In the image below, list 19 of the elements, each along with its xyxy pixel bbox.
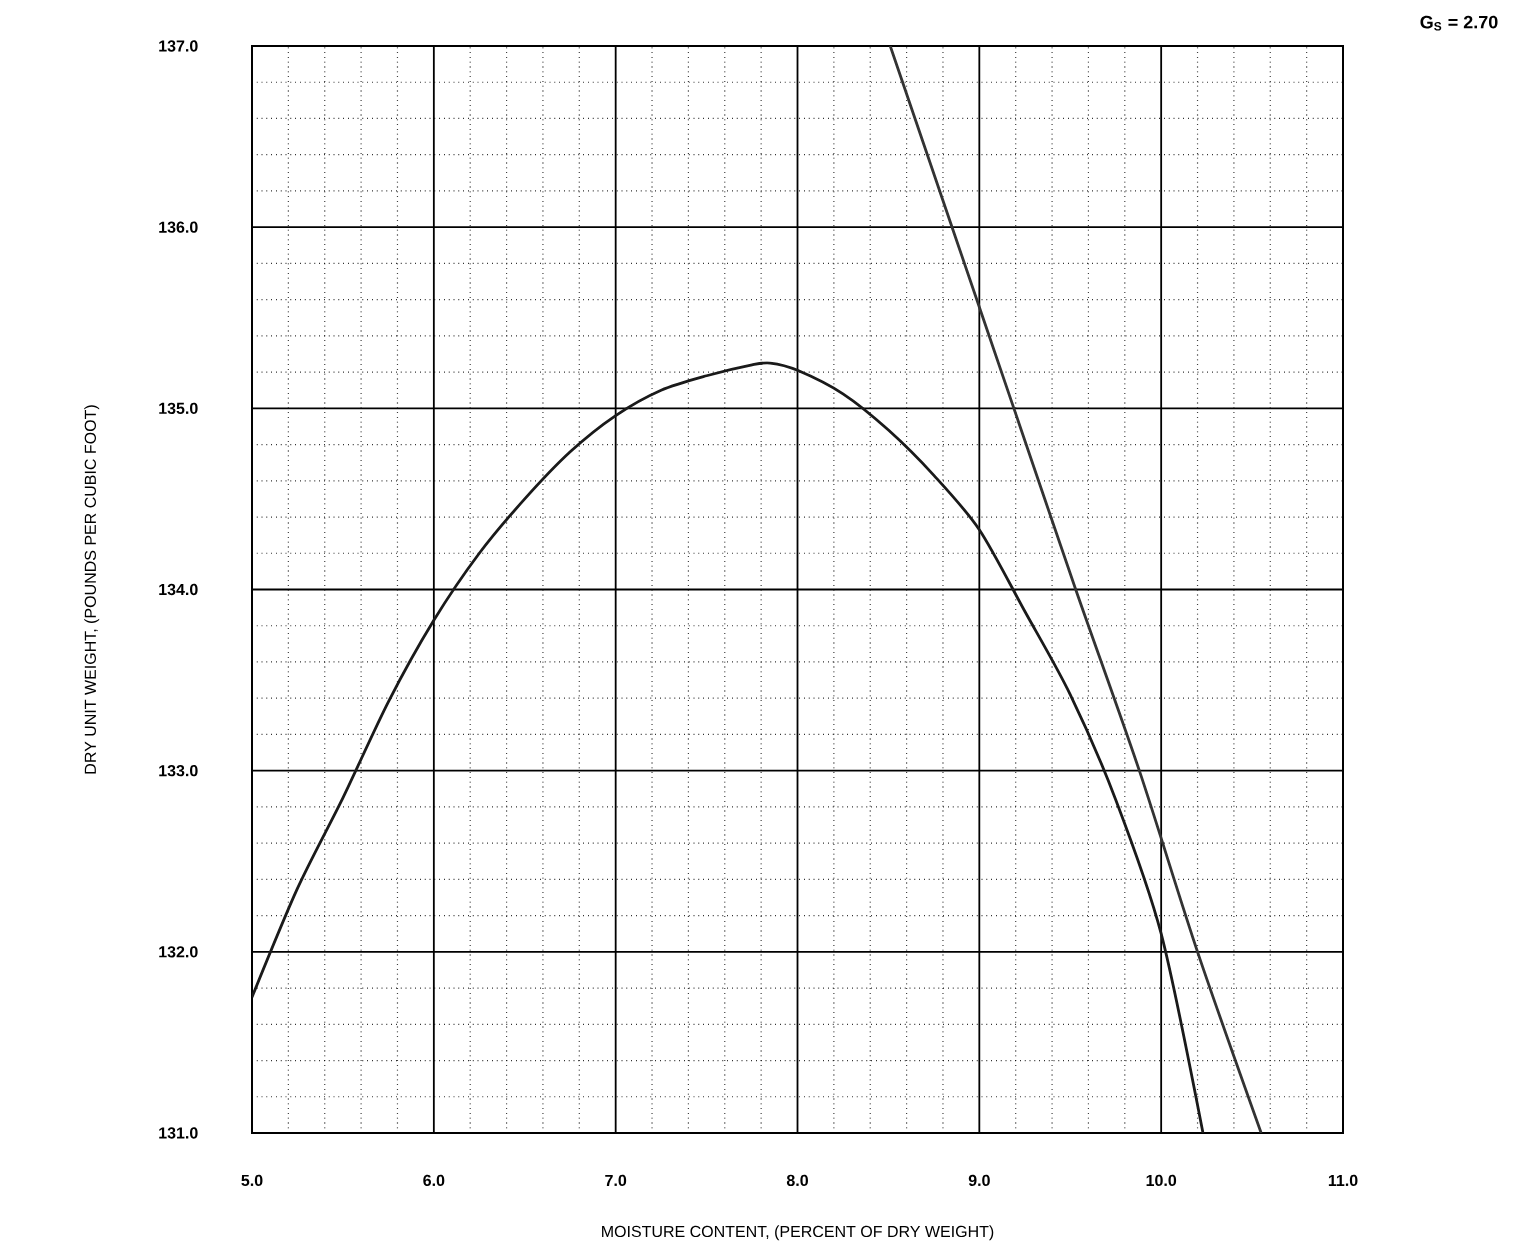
y-tick-label: 131.0 bbox=[159, 1127, 198, 1139]
x-tick-label: 8.0 bbox=[786, 1174, 808, 1187]
x-tick-label: 10.0 bbox=[1146, 1174, 1177, 1187]
y-axis-title: DRY UNIT WEIGHT, (POUNDS PER CUBIC FOOT) bbox=[84, 405, 100, 774]
x-axis-title: MOISTURE CONTENT, (PERCENT OF DRY WEIGHT) bbox=[602, 1225, 994, 1241]
y-tick-label: 137.0 bbox=[159, 40, 198, 52]
y-tick-label: 132.0 bbox=[159, 946, 198, 958]
y-tick-label: 136.0 bbox=[159, 221, 198, 233]
x-tick-label: 11.0 bbox=[1328, 1174, 1358, 1187]
y-tick-label: 134.0 bbox=[159, 583, 198, 596]
x-tick-label: 5.0 bbox=[241, 1174, 263, 1187]
x-tick-label: 9.0 bbox=[968, 1174, 990, 1187]
y-tick-label: 135.0 bbox=[159, 402, 198, 415]
line-series bbox=[252, 361, 1205, 1133]
x-tick-label: 6.0 bbox=[423, 1174, 445, 1187]
text: G$_{S}$ = 2.70 bbox=[1420, 15, 1498, 31]
x-tick-label: 7.0 bbox=[605, 1174, 627, 1187]
y-tick-label: 133.0 bbox=[159, 765, 198, 777]
line-series bbox=[888, 46, 1263, 1133]
